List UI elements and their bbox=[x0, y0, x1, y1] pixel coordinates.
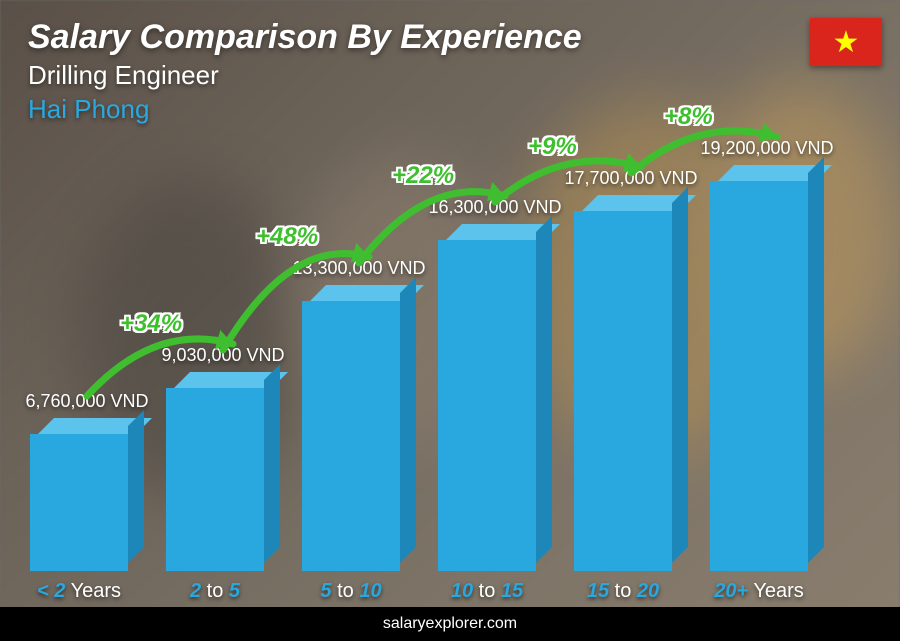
star-icon: ★ bbox=[833, 25, 860, 60]
bar-chart: 6,760,000 VND< 2 Years9,030,000 VND2 to … bbox=[30, 140, 850, 571]
pct-badge-2: +48% bbox=[256, 223, 318, 251]
footer-text: salaryexplorer.com bbox=[383, 615, 517, 633]
chart-subtitle: Drilling Engineer bbox=[28, 60, 219, 91]
chart-title: Salary Comparison By Experience bbox=[28, 18, 582, 57]
bar-4: 17,700,000 VND15 to 20 bbox=[574, 195, 688, 571]
pct-badge-4: +9% bbox=[528, 133, 577, 161]
content-layer: Salary Comparison By Experience Drilling… bbox=[0, 0, 900, 641]
flag-vietnam: ★ bbox=[810, 18, 882, 66]
bar-0: 6,760,000 VND< 2 Years bbox=[30, 418, 144, 571]
footer: salaryexplorer.com bbox=[0, 607, 900, 641]
pct-badge-1: +34% bbox=[120, 310, 182, 338]
pct-badge-3: +22% bbox=[392, 162, 454, 190]
bar-5: 19,200,000 VND20+ Years bbox=[710, 165, 824, 571]
chart-location: Hai Phong bbox=[28, 94, 149, 125]
pct-badge-5: +8% bbox=[664, 103, 713, 131]
bar-label-5: 20+ Years bbox=[659, 580, 859, 603]
